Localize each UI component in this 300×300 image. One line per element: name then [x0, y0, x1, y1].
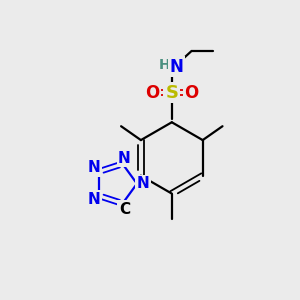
Text: N: N	[170, 58, 184, 76]
Text: N: N	[88, 160, 101, 175]
Text: S: S	[165, 83, 178, 101]
Text: N: N	[118, 151, 131, 166]
Text: O: O	[145, 83, 159, 101]
Text: N: N	[136, 176, 149, 191]
Text: O: O	[184, 83, 199, 101]
Text: N: N	[88, 192, 101, 207]
Text: H: H	[159, 58, 171, 72]
Text: C: C	[119, 202, 130, 217]
